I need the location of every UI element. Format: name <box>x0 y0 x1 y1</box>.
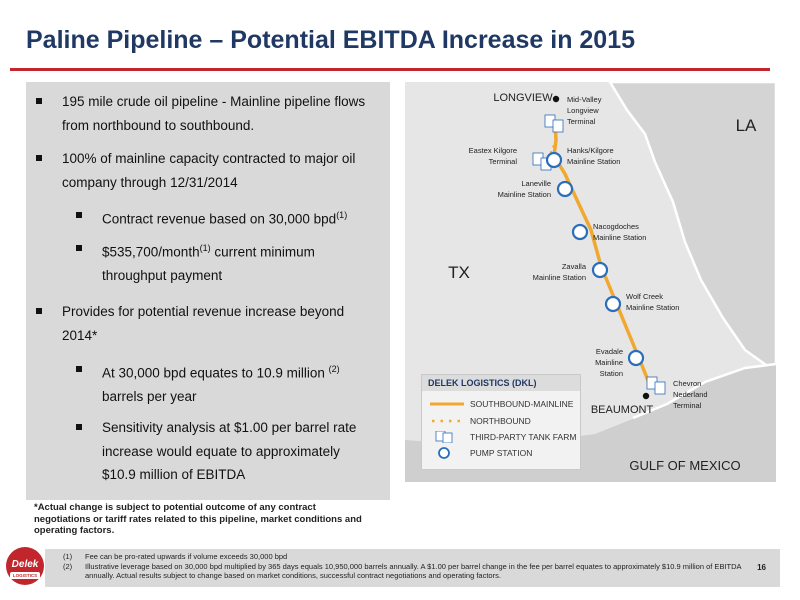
city-label-longview: LONGVIEW <box>493 92 553 104</box>
city-label-beaumont: BEAUMONT <box>591 404 654 416</box>
bullet-text: Contract revenue based on 30,000 bpd <box>102 211 337 227</box>
footnotes-bar: (1) Fee can be pro-rated upwards if volu… <box>45 549 780 587</box>
svg-text:Station: Station <box>600 369 623 378</box>
station-label-eastex: Eastex Kilgore Terminal <box>469 146 518 166</box>
svg-text:Mid-Valley: Mid-Valley <box>567 95 602 104</box>
bullet-text: $535,700/month <box>102 244 200 260</box>
pump-station-icon <box>545 151 563 169</box>
sub-bullet-item: At 30,000 bpd equates to 10.9 million (2… <box>76 358 376 409</box>
footnote-number: (2) <box>63 562 73 571</box>
station-label-nacogdoches: Nacogdoches Mainline Station <box>593 222 646 242</box>
bullet-marker <box>76 245 82 251</box>
bullet-text: Sensitivity analysis at $1.00 per barrel… <box>102 420 357 482</box>
bullet-text: 195 mile crude oil pipeline - Mainline p… <box>62 94 366 133</box>
footnote-number: (1) <box>63 552 73 561</box>
mainline-swatch-icon <box>430 402 464 406</box>
svg-text:Laneville: Laneville <box>521 179 551 188</box>
svg-text:Mainline Station: Mainline Station <box>533 273 586 282</box>
svg-text:Mainline: Mainline <box>595 358 623 367</box>
tank-farm-icon <box>544 114 564 133</box>
bullet-marker <box>36 155 42 161</box>
logo-wordmark: Delek <box>11 559 39 570</box>
station-label-wolf-creek: Wolf Creek Mainline Station <box>626 292 679 312</box>
title-divider <box>10 68 770 71</box>
svg-text:Mainline Station: Mainline Station <box>567 157 620 166</box>
coastline <box>632 362 776 420</box>
region-label-tx: TX <box>448 263 470 282</box>
station-label-evadale: Evadale Mainline Station <box>595 347 623 378</box>
sub-bullet-item: $535,700/month(1) current minimum throug… <box>76 237 376 288</box>
svg-text:Eastex Kilgore: Eastex Kilgore <box>469 146 517 155</box>
sub-bullet-item: Contract revenue based on 30,000 bpd(1) <box>76 204 376 231</box>
svg-text:Nacogdoches: Nacogdoches <box>593 222 639 231</box>
bullet-text: At 30,000 bpd equates to 10.9 million <box>102 365 329 381</box>
pipeline-map: LA TX GULF OF MEXICO LONGVIEW BEAUMONT M… <box>405 82 776 482</box>
footnote-text: Illustrative leverage based on 30,000 bp… <box>85 562 742 580</box>
louisiana-area <box>608 82 776 374</box>
station-label-laneville: Laneville Mainline Station <box>498 179 551 199</box>
northbound-line <box>544 139 557 163</box>
pump-station-icon <box>556 180 574 198</box>
legend-label: THIRD-PARTY TANK FARM <box>470 432 577 442</box>
city-dot-beaumont <box>642 392 650 400</box>
bullet-text: barrels per year <box>102 389 197 404</box>
station-label-mid-valley: Mid-Valley Longview Terminal <box>567 95 602 126</box>
svg-text:Mainline Station: Mainline Station <box>498 190 551 199</box>
region-label-gulf: GULF OF MEXICO <box>629 458 740 473</box>
svg-text:Mainline Station: Mainline Station <box>626 303 679 312</box>
footnote-text: Fee can be pro-rated upwards if volume e… <box>85 552 288 561</box>
bullet-marker <box>76 212 82 218</box>
page-title: Paline Pipeline – Potential EBITDA Incre… <box>26 26 636 54</box>
svg-text:Evadale: Evadale <box>596 347 623 356</box>
station-label-chevron: Chevron Nederland Terminal <box>673 379 708 410</box>
pump-station-icon <box>571 223 589 241</box>
station-label-zavalla: Zavalla Mainline Station <box>533 262 587 282</box>
bullet-marker <box>76 366 82 372</box>
logo-subtitle: LOGISTICS <box>10 572 40 579</box>
bullet-text: Provides for potential revenue increase … <box>62 304 345 343</box>
bullet-panel: 195 mile crude oil pipeline - Mainline p… <box>26 82 390 500</box>
bullet-marker <box>76 424 82 430</box>
bullet-text: current minimum throughput payment <box>102 244 315 284</box>
svg-text:Zavalla: Zavalla <box>562 262 587 271</box>
sub-bullet-item: Sensitivity analysis at $1.00 per barrel… <box>76 416 376 487</box>
pump-station-icon <box>438 447 450 459</box>
svg-text:Mainline Station: Mainline Station <box>593 233 646 242</box>
pump-station-icon <box>604 295 622 313</box>
bullet-item: 100% of mainline capacity contracted to … <box>36 147 376 194</box>
page-number: 16 <box>757 563 766 572</box>
svg-text:Chevron: Chevron <box>673 379 701 388</box>
svg-text:Hanks/Kilgore: Hanks/Kilgore <box>567 146 614 155</box>
bullet-text: 100% of mainline capacity contracted to … <box>62 151 356 190</box>
bullet-marker <box>36 98 42 104</box>
bullet-item: 195 mile crude oil pipeline - Mainline p… <box>36 90 376 137</box>
bullet-item: Provides for potential revenue increase … <box>36 300 376 347</box>
footnote-ref: (1) <box>336 210 348 220</box>
footnote-ref: (1) <box>199 243 211 253</box>
tank-farm-icon <box>435 431 453 443</box>
region-label-la: LA <box>736 116 757 135</box>
svg-text:Wolf Creek: Wolf Creek <box>626 292 663 301</box>
svg-text:Terminal: Terminal <box>489 157 518 166</box>
northbound-swatch-icon <box>432 419 462 423</box>
delek-logo: Delek LOGISTICS <box>6 547 44 585</box>
legend-label: NORTHBOUND <box>470 416 531 426</box>
pump-station-icon <box>591 261 609 279</box>
bullet-marker <box>36 308 42 314</box>
station-label-hanks: Hanks/Kilgore Mainline Station <box>567 146 620 166</box>
footnote-ref: (2) <box>328 364 340 374</box>
svg-text:Longview: Longview <box>567 106 599 115</box>
disclaimer-note: *Actual change is subject to potential o… <box>34 502 362 536</box>
svg-text:Terminal: Terminal <box>567 117 596 126</box>
legend-label: SOUTHBOUND-MAINLINE <box>470 399 574 409</box>
legend-title: DELEK LOGISTICS (DKL) <box>422 375 580 391</box>
pump-station-icon <box>627 349 645 367</box>
map-legend: DELEK LOGISTICS (DKL) SOUTHBOUND-MAINLIN… <box>421 374 581 470</box>
svg-text:Nederland: Nederland <box>673 390 708 399</box>
legend-label: PUMP STATION <box>470 448 533 458</box>
svg-text:Terminal: Terminal <box>673 401 702 410</box>
southbound-mainline <box>552 121 653 389</box>
tank-farm-icon <box>646 376 666 395</box>
city-dot-longview <box>552 95 560 103</box>
